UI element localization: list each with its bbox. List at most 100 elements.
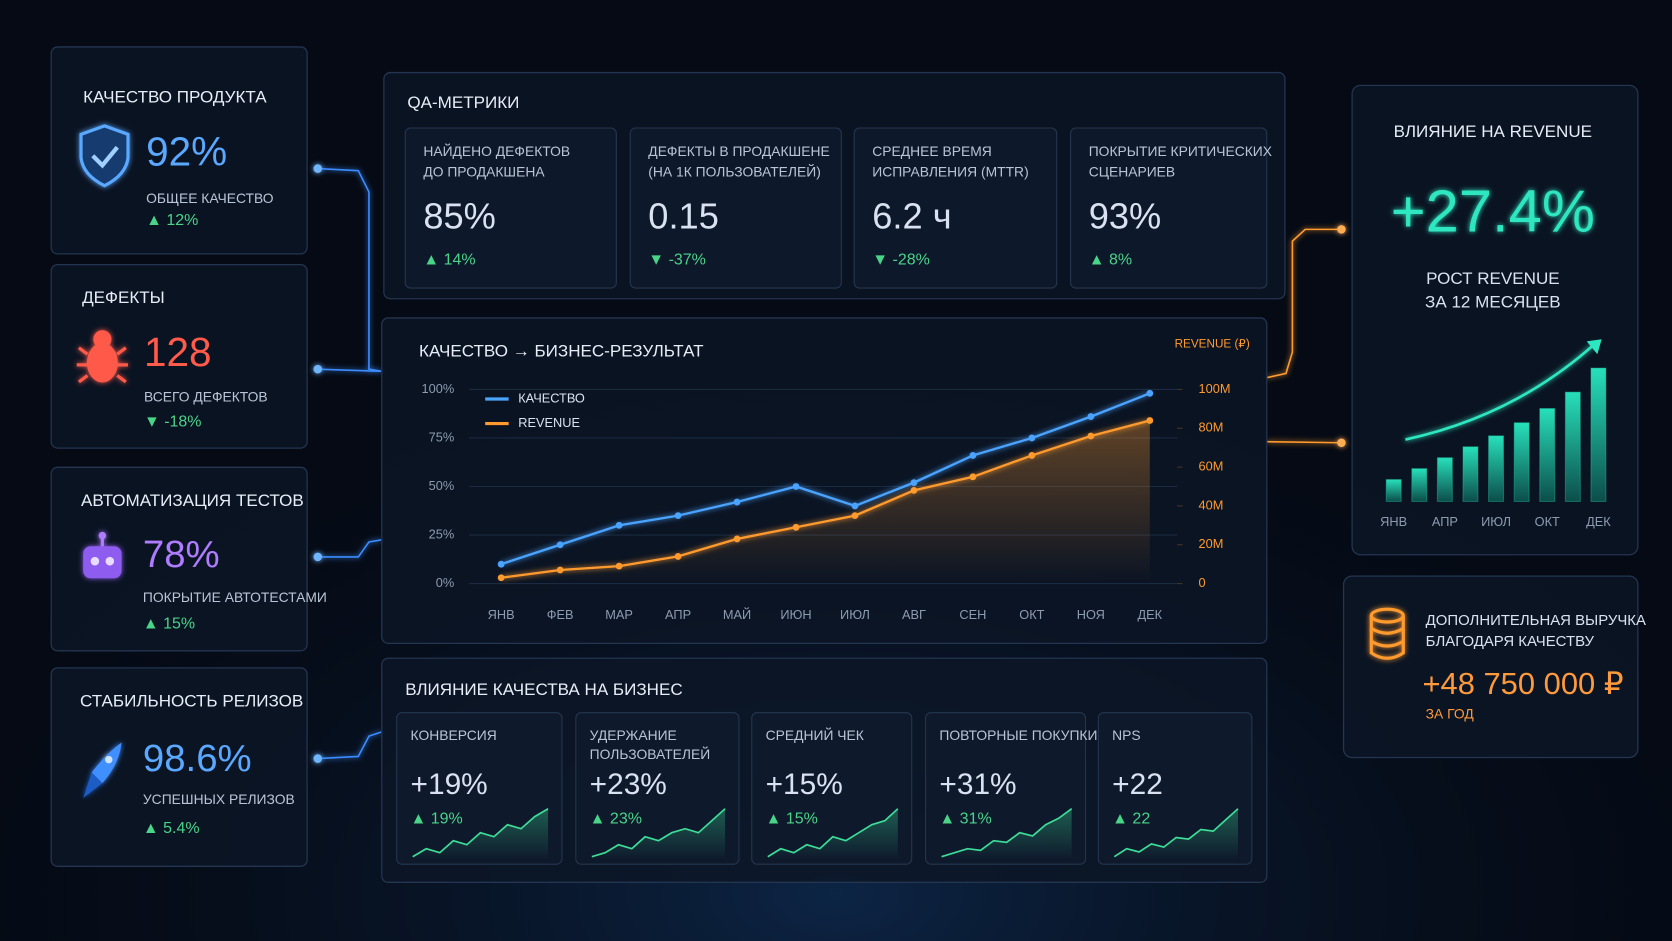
series-point [792, 523, 800, 531]
y2-tick-label: 40M [1199, 497, 1224, 512]
y-tick-label: 75% [429, 429, 455, 444]
extra-value: +48 750 000 ₽ [1422, 666, 1623, 701]
panel [1342, 575, 1639, 759]
sparkline [941, 808, 1073, 858]
x-tick-label: ЯНВ [488, 607, 515, 622]
coins-icon [1369, 607, 1405, 660]
x-tick-label: НОЯ [1077, 607, 1105, 622]
panel-title: ВЛИЯНИЕ НА REVENUE [1394, 122, 1592, 141]
series-point [851, 502, 859, 510]
bug-head [93, 330, 112, 349]
y-tick-label: 100% [422, 381, 455, 396]
series-point [674, 512, 682, 520]
connector [317, 368, 382, 373]
x-tick-label: МАЙ [723, 607, 751, 622]
metric-delta: ▲ 5.4% [143, 820, 200, 837]
sparkline [1113, 808, 1239, 858]
y2-tick-label: 60M [1199, 458, 1224, 473]
metric-label: ИСПРАВЛЕНИЯ (MTTR) [872, 163, 1028, 179]
robot-eye [105, 556, 115, 566]
impact-label: ПОЛЬЗОВАТЕЛЕЙ [590, 745, 711, 762]
connector-dot [1337, 225, 1346, 234]
metric-card [404, 127, 617, 289]
extra-label: ДОПОЛНИТЕЛЬНАЯ ВЫРУЧКА [1426, 612, 1646, 629]
series-point [733, 498, 741, 506]
series-point [1146, 389, 1154, 397]
trend-arrowhead [1586, 339, 1602, 355]
impact-value: +22 [1112, 768, 1163, 801]
metric-value: 78% [143, 533, 220, 576]
bar [1513, 422, 1530, 502]
chart-title: КАЧЕСТВО → БИЗНЕС-РЕЗУЛЬТАТ [419, 342, 704, 361]
bar [1411, 468, 1428, 502]
metric-value: 0.15 [648, 195, 719, 236]
metric-label: ПОКРЫТИЕ АВТОТЕСТАМИ [143, 589, 327, 605]
y-tick-label: 50% [429, 478, 455, 493]
series-point [851, 512, 859, 520]
x-tick-label: ФЕВ [547, 607, 574, 622]
extra-sub: ЗА ГОД [1426, 705, 1475, 721]
series-point [556, 541, 564, 549]
connector [1266, 440, 1342, 444]
bar-chart: ЯНВ АПР ИЮЛ ОКТ ДЕК [1380, 367, 1611, 529]
section-title: QA-МЕТРИКИ [407, 93, 519, 112]
robot-antenna-tip [98, 531, 107, 540]
impact-delta: ▲ 19% [411, 811, 463, 828]
sparkline [412, 807, 549, 858]
y2-tick-label: 0 [1199, 575, 1206, 590]
bar [1436, 457, 1453, 502]
metric-delta: ▼ -37% [648, 252, 706, 269]
robot-head [83, 546, 122, 579]
y2-tick-label: 80M [1199, 420, 1224, 435]
x-tick-label: АВГ [902, 607, 926, 622]
series-line [501, 419, 1151, 579]
series-point [1087, 432, 1095, 440]
x-tick-label: ИЮЛ [1481, 514, 1511, 529]
extra-label: БЛАГОДАРЯ КАЧЕСТВУ [1426, 633, 1595, 650]
sparkline-area [941, 808, 1072, 860]
metric-label: СЦЕНАРИЕВ [1089, 163, 1175, 179]
series-point [1028, 452, 1036, 459]
metric-value: 6.2 ч [872, 195, 951, 236]
impact-label: NPS [1112, 727, 1140, 743]
connector [317, 167, 382, 373]
qa-cards: НАЙДЕНО ДЕФЕКТОВ ДО ПРОДАКШЕНА 85% ▲ 14% ДЕФ… [404, 127, 1272, 289]
x-tick-label: ЯНВ [1380, 514, 1407, 529]
connector-dot [313, 754, 323, 763]
bar [1462, 446, 1479, 502]
metric-delta: ▲ 12% [146, 212, 198, 229]
x-tick-label: ДЕК [1138, 607, 1163, 622]
series-point [615, 562, 623, 570]
bug-body [86, 343, 118, 383]
impact-delta: ▲ 31% [939, 811, 991, 828]
metric-value: 92% [146, 128, 227, 174]
rocket-flame [83, 772, 103, 799]
revenue-label: ЗА 12 МЕСЯЦЕВ [1425, 292, 1561, 311]
metric-label: ДО ПРОДАКШЕНА [423, 163, 545, 179]
panel-title: ДЕФЕКТЫ [82, 288, 165, 307]
metric-value: 128 [144, 329, 212, 375]
legend-label: КАЧЕСТВО [518, 390, 585, 405]
bar [1488, 435, 1505, 502]
impact-label: УДЕРЖАНИЕ [590, 727, 677, 743]
y2-tick-label: 20M [1199, 536, 1224, 551]
series-point [792, 483, 800, 490]
x-tick-label: ИЮЛ [840, 607, 870, 622]
series-point [910, 479, 918, 487]
connectors [313, 164, 1346, 763]
bar [1385, 479, 1402, 502]
x-tick-label: МАР [605, 607, 633, 622]
series-point [1028, 434, 1036, 442]
coin-stack [1369, 615, 1405, 660]
x-tick-label: ИЮН [780, 607, 811, 622]
revenue-area [501, 420, 1150, 584]
metric-label: ДЕФЕКТЫ В ПРОДАКШЕНЕ [648, 143, 829, 159]
metric-label: СРЕДНЕЕ ВРЕМЯ [872, 143, 991, 159]
impact-value: +31% [939, 768, 1016, 801]
x-tick-label: АПР [665, 607, 691, 622]
series-point [497, 560, 505, 568]
x-tick-label: ДЕК [1586, 514, 1611, 529]
trend-arrow [1405, 342, 1597, 441]
series-line [500, 392, 1151, 566]
